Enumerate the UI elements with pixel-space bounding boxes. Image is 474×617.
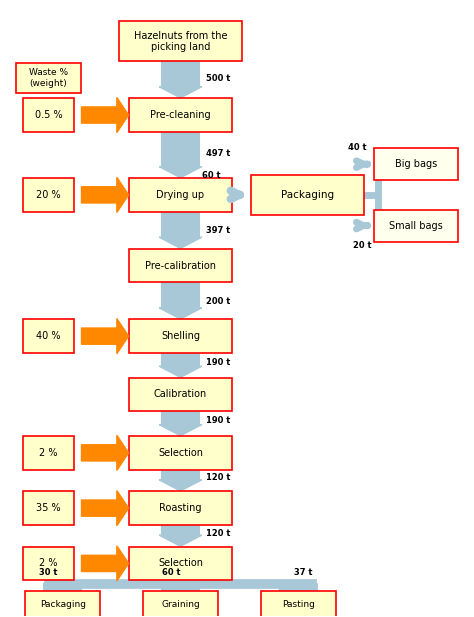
Polygon shape — [82, 318, 128, 354]
FancyBboxPatch shape — [251, 175, 364, 215]
Polygon shape — [162, 584, 199, 611]
FancyBboxPatch shape — [128, 547, 232, 581]
FancyBboxPatch shape — [374, 148, 458, 180]
Polygon shape — [159, 212, 201, 248]
Polygon shape — [159, 412, 201, 436]
Text: 200 t: 200 t — [206, 297, 231, 305]
Text: 2 %: 2 % — [39, 558, 58, 568]
FancyBboxPatch shape — [23, 491, 74, 525]
Text: 190 t: 190 t — [206, 358, 231, 367]
FancyBboxPatch shape — [128, 178, 232, 212]
Text: 20 %: 20 % — [36, 190, 61, 200]
FancyBboxPatch shape — [23, 98, 74, 132]
Text: Pre-calibration: Pre-calibration — [145, 260, 216, 270]
Text: 190 t: 190 t — [206, 416, 231, 425]
FancyBboxPatch shape — [23, 547, 74, 581]
Text: Drying up: Drying up — [156, 190, 204, 200]
Polygon shape — [159, 525, 201, 546]
Text: 397 t: 397 t — [206, 226, 231, 235]
Text: 497 t: 497 t — [206, 149, 231, 158]
Polygon shape — [159, 132, 201, 178]
Text: Waste %
(weight): Waste % (weight) — [29, 68, 68, 88]
Text: Hazelnuts from the
picking land: Hazelnuts from the picking land — [134, 30, 227, 52]
FancyBboxPatch shape — [143, 590, 218, 617]
Text: Calibration: Calibration — [154, 389, 207, 399]
Polygon shape — [82, 546, 128, 581]
Text: Packaging: Packaging — [40, 600, 86, 609]
Text: 60 t: 60 t — [162, 568, 180, 577]
Text: 37 t: 37 t — [294, 568, 312, 577]
Text: Roasting: Roasting — [159, 503, 202, 513]
FancyBboxPatch shape — [128, 378, 232, 412]
FancyBboxPatch shape — [128, 436, 232, 470]
Text: 60 t: 60 t — [202, 170, 220, 180]
Text: Selection: Selection — [158, 558, 203, 568]
Polygon shape — [44, 584, 82, 611]
Text: 40 t: 40 t — [348, 143, 366, 152]
Text: 40 %: 40 % — [36, 331, 61, 341]
Text: Big bags: Big bags — [395, 159, 437, 169]
Polygon shape — [159, 283, 201, 319]
FancyBboxPatch shape — [374, 210, 458, 241]
Text: Pasting: Pasting — [282, 600, 315, 609]
Polygon shape — [279, 584, 317, 611]
FancyBboxPatch shape — [23, 436, 74, 470]
Text: Graining: Graining — [161, 600, 200, 609]
Text: 120 t: 120 t — [206, 529, 231, 539]
FancyBboxPatch shape — [128, 98, 232, 132]
FancyBboxPatch shape — [23, 319, 74, 353]
Polygon shape — [159, 470, 201, 491]
FancyBboxPatch shape — [128, 249, 232, 283]
Text: 500 t: 500 t — [206, 73, 231, 83]
Polygon shape — [82, 491, 128, 526]
Text: 20 t: 20 t — [353, 241, 371, 250]
Text: 2 %: 2 % — [39, 448, 58, 458]
FancyBboxPatch shape — [119, 22, 242, 61]
FancyBboxPatch shape — [128, 491, 232, 525]
Text: Small bags: Small bags — [389, 221, 443, 231]
FancyBboxPatch shape — [128, 319, 232, 353]
Text: 120 t: 120 t — [206, 473, 231, 482]
Polygon shape — [159, 61, 201, 98]
Text: Selection: Selection — [158, 448, 203, 458]
FancyBboxPatch shape — [16, 64, 82, 93]
Text: Shelling: Shelling — [161, 331, 200, 341]
Text: Packaging: Packaging — [281, 190, 334, 200]
Text: 0.5 %: 0.5 % — [35, 110, 62, 120]
Text: Pre-cleaning: Pre-cleaning — [150, 110, 211, 120]
Polygon shape — [159, 354, 201, 377]
Polygon shape — [82, 97, 128, 133]
Text: 35 %: 35 % — [36, 503, 61, 513]
Polygon shape — [82, 435, 128, 470]
Text: 30 t: 30 t — [39, 568, 58, 577]
FancyBboxPatch shape — [25, 590, 100, 617]
FancyBboxPatch shape — [23, 178, 74, 212]
FancyBboxPatch shape — [261, 590, 336, 617]
Polygon shape — [82, 177, 128, 212]
